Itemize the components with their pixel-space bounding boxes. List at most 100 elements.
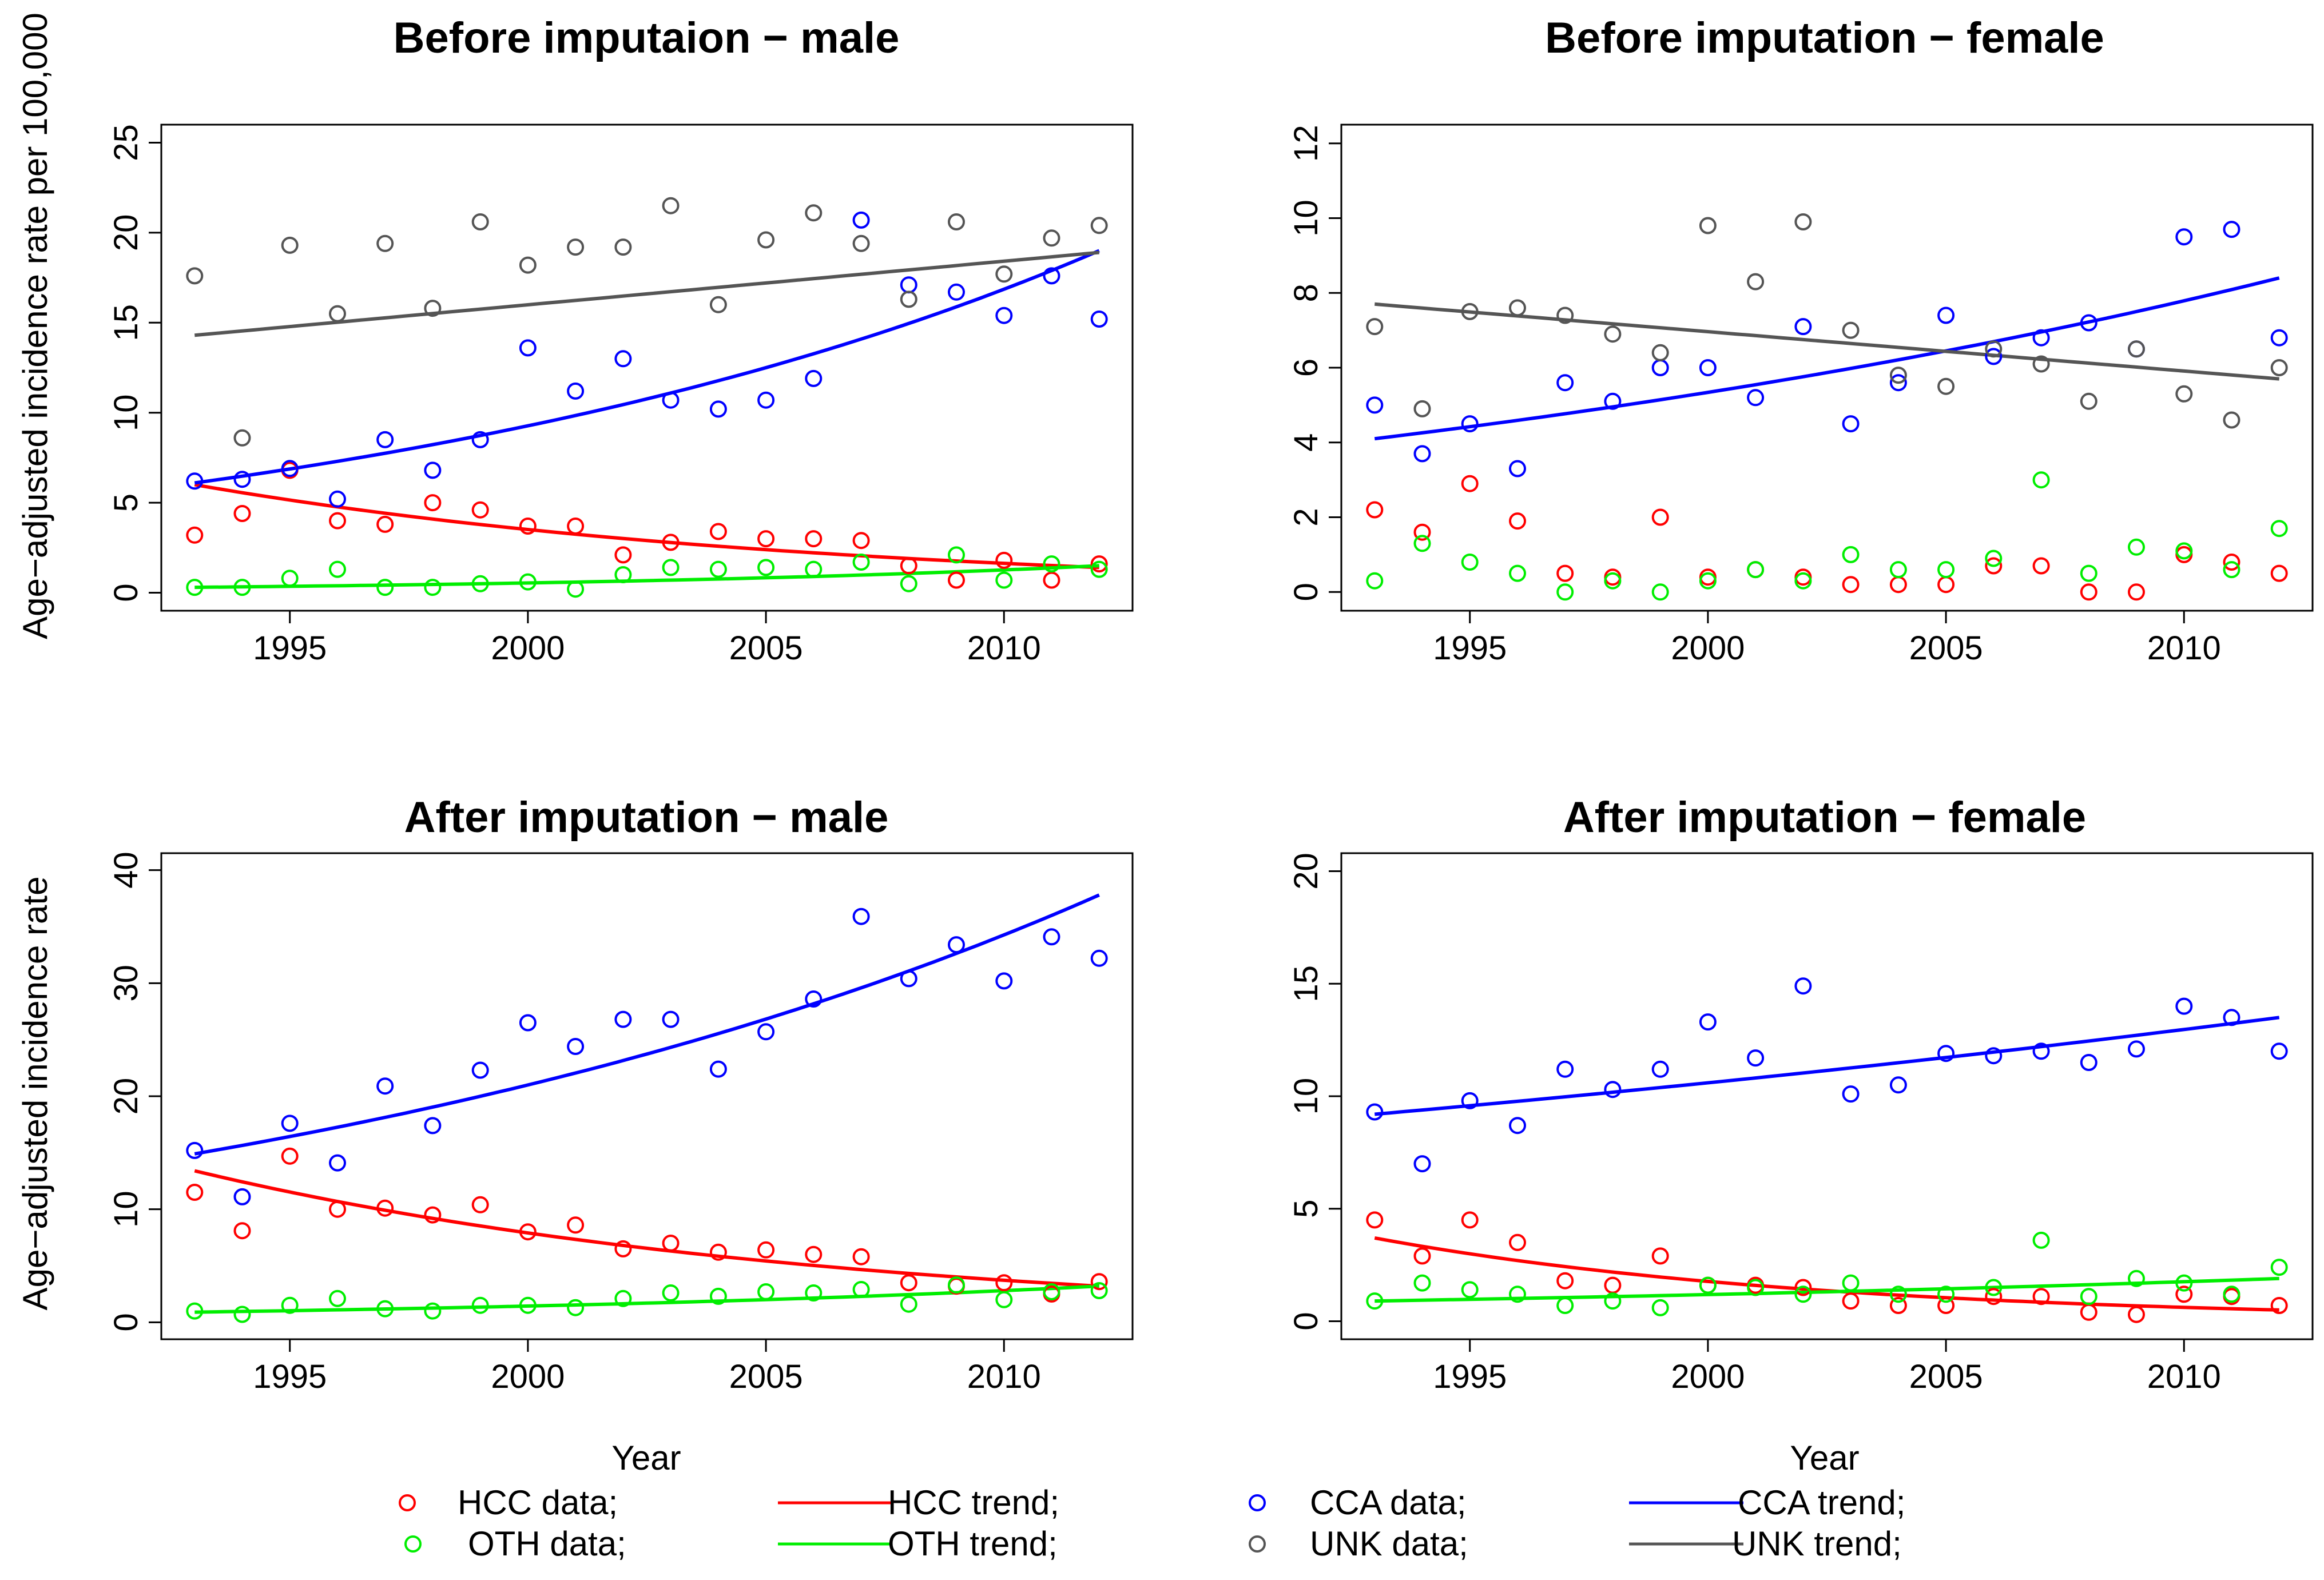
data-point-unk bbox=[424, 300, 442, 317]
data-point-unk bbox=[1842, 321, 1860, 339]
data-point-unk bbox=[614, 238, 632, 256]
x-tick-label: 2000 bbox=[1671, 1358, 1745, 1395]
data-point-hcc bbox=[1937, 1297, 1955, 1314]
data-point-cca bbox=[1366, 396, 1384, 414]
y-tick-label: 20 bbox=[1288, 853, 1325, 890]
trend-line-oth bbox=[194, 564, 1099, 590]
data-point-oth bbox=[1985, 1279, 2003, 1296]
trend-line-cca bbox=[1374, 276, 2280, 441]
legend-cca-trend: CCA trend; bbox=[1738, 1483, 1905, 1522]
data-point-cca bbox=[519, 339, 537, 357]
data-point-oth bbox=[567, 1299, 585, 1316]
y-tick-label: 10 bbox=[1288, 1078, 1325, 1115]
data-point-oth bbox=[519, 1296, 537, 1314]
data-point-hcc bbox=[1842, 1292, 1860, 1310]
data-point-oth bbox=[424, 579, 442, 596]
data-point-unk bbox=[519, 256, 537, 274]
data-point-unk bbox=[233, 429, 251, 447]
data-point-hcc bbox=[1651, 1247, 1669, 1265]
data-point-cca bbox=[376, 431, 394, 448]
data-point-hcc bbox=[1651, 508, 1669, 526]
data-point-hcc bbox=[1090, 1273, 1108, 1291]
data-point-oth bbox=[2080, 1288, 2097, 1306]
data-point-hcc bbox=[376, 515, 394, 533]
data-point-cca bbox=[471, 431, 489, 448]
x-tick-label: 2005 bbox=[729, 630, 803, 667]
data-point-cca bbox=[709, 1060, 727, 1078]
data-point-hcc bbox=[1985, 557, 2003, 575]
data-point-unk bbox=[900, 290, 917, 308]
y-tick-label: 20 bbox=[108, 1078, 145, 1115]
panel-title: Before imputation − female bbox=[1545, 14, 2104, 62]
data-point-hcc bbox=[995, 551, 1013, 569]
data-point-hcc bbox=[1556, 1272, 1574, 1290]
y-tick-label: 0 bbox=[1288, 583, 1325, 601]
y-tick-label: 0 bbox=[1288, 1312, 1325, 1330]
data-point-unk bbox=[2032, 355, 2050, 373]
x-tick-label: 2010 bbox=[2147, 1358, 2221, 1395]
x-tick-label: 1995 bbox=[1433, 630, 1507, 667]
data-point-cca bbox=[1604, 392, 1622, 410]
data-point-cca bbox=[186, 1141, 204, 1159]
data-point-unk bbox=[1090, 217, 1108, 234]
y-tick-label: 15 bbox=[1288, 965, 1325, 1002]
x-tick-label: 2010 bbox=[967, 630, 1041, 667]
data-point-cca bbox=[757, 1023, 775, 1041]
data-point-oth bbox=[329, 1290, 346, 1307]
y-tick-label: 0 bbox=[108, 583, 145, 602]
data-point-oth bbox=[1043, 555, 1060, 573]
panel-before-female: Before imputation − female 1995 2000 2005 2… bbox=[1288, 14, 2314, 667]
data-point-cca bbox=[852, 908, 870, 925]
data-point-oth bbox=[1461, 1281, 1479, 1299]
data-point-cca bbox=[1937, 307, 1955, 324]
data-point-oth bbox=[1794, 572, 1812, 590]
data-point-unk bbox=[1556, 307, 1574, 324]
data-point-unk bbox=[709, 296, 727, 313]
data-point-hcc bbox=[1413, 523, 1431, 541]
data-point-cca bbox=[1794, 977, 1812, 995]
data-point-oth bbox=[1699, 572, 1717, 590]
data-point-cca bbox=[1604, 1081, 1622, 1099]
data-point-oth bbox=[281, 570, 299, 587]
data-point-unk bbox=[1604, 325, 1622, 343]
data-point-hcc bbox=[1556, 564, 1574, 582]
data-point-oth bbox=[709, 1287, 727, 1305]
data-point-cca bbox=[2032, 1042, 2050, 1060]
legend-cca-data-marker bbox=[1249, 1494, 1266, 1511]
data-point-cca bbox=[1794, 318, 1812, 336]
data-point-hcc bbox=[424, 494, 442, 512]
data-point-unk bbox=[805, 204, 823, 222]
data-point-oth bbox=[1509, 564, 1526, 582]
data-point-oth bbox=[1651, 583, 1669, 601]
data-point-oth bbox=[852, 554, 870, 571]
data-point-cca bbox=[567, 382, 585, 400]
trend-line-hcc bbox=[194, 483, 1099, 570]
data-point-hcc bbox=[662, 534, 680, 551]
y-tick-label: 6 bbox=[1288, 359, 1325, 377]
data-point-oth bbox=[1090, 560, 1108, 578]
data-point-unk bbox=[281, 236, 299, 254]
data-point-cca bbox=[1747, 1049, 1765, 1067]
data-point-hcc bbox=[1509, 512, 1526, 530]
data-point-hcc bbox=[1366, 1211, 1384, 1229]
data-point-oth bbox=[2080, 564, 2097, 582]
data-point-cca bbox=[519, 1014, 537, 1032]
data-point-oth bbox=[2270, 1259, 2288, 1276]
data-point-unk bbox=[471, 213, 489, 230]
data-point-hcc bbox=[519, 518, 537, 535]
data-point-unk bbox=[1985, 340, 2003, 358]
data-point-cca bbox=[1985, 348, 2003, 365]
data-point-hcc bbox=[2128, 583, 2145, 601]
panel-title: After imputation − female bbox=[1563, 793, 2086, 842]
data-point-oth bbox=[1461, 554, 1479, 571]
x-tick-label: 2005 bbox=[729, 1358, 803, 1395]
data-point-hcc bbox=[471, 1196, 489, 1213]
data-point-cca bbox=[2128, 1040, 2145, 1058]
data-point-oth bbox=[233, 1306, 251, 1323]
y-tick-label: 40 bbox=[108, 851, 145, 889]
data-point-cca bbox=[2223, 221, 2240, 238]
data-point-oth bbox=[1794, 1286, 1812, 1303]
data-point-oth bbox=[1366, 1292, 1384, 1310]
data-point-hcc bbox=[567, 518, 585, 535]
